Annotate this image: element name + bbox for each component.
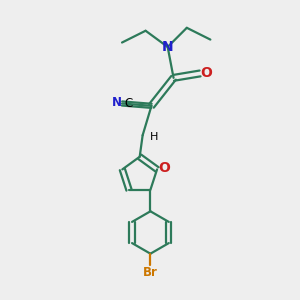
Text: N: N — [112, 95, 122, 109]
Text: H: H — [150, 132, 158, 142]
Text: O: O — [158, 161, 170, 175]
Text: O: O — [201, 66, 212, 80]
Text: N: N — [162, 40, 173, 54]
Text: Br: Br — [143, 266, 158, 279]
Text: C: C — [124, 97, 133, 110]
